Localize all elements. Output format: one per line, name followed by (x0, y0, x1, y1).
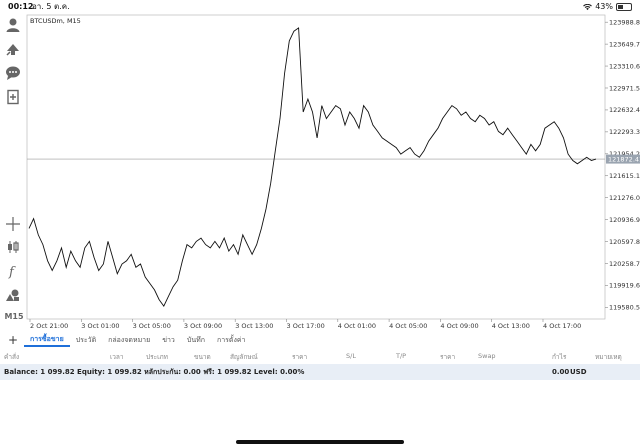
y-tick-label: 120936.90 (609, 216, 640, 224)
y-tick-label: 122293.30 (609, 128, 640, 136)
x-tick-label: 3 Oct 17:00 (287, 322, 325, 330)
balance-row[interactable]: Balance: 1 099.82 Equity: 1 099.82 หลักป… (0, 364, 640, 380)
x-tick-label: 3 Oct 09:00 (184, 322, 222, 330)
x-tick-label: 2 Oct 21:00 (30, 322, 68, 330)
price-series-line (28, 27, 597, 307)
x-tick-label: 3 Oct 13:00 (235, 322, 273, 330)
status-right: 43% (583, 0, 632, 14)
col-type: ประเภท (146, 353, 168, 361)
y-tick-label: 120597.80 (609, 238, 640, 246)
balance-summary: Balance: 1 099.82 Equity: 1 099.82 หลักป… (4, 368, 305, 376)
x-tick-label: 3 Oct 05:00 (133, 322, 171, 330)
current-price-tag (606, 154, 640, 164)
wifi-icon (583, 3, 593, 10)
tab-news[interactable]: ข่าว (162, 336, 175, 344)
battery-percent: 43% (595, 2, 613, 11)
y-tick-label: 121276.00 (609, 194, 640, 202)
x-tick-label: 4 Oct 01:00 (338, 322, 376, 330)
status-date: อา. 5 ต.ค. (32, 2, 70, 11)
tab-mailbox[interactable]: กล่องจดหมาย (108, 336, 151, 344)
y-tick-label: 121615.10 (609, 172, 640, 180)
candlestick-icon[interactable] (2, 236, 24, 258)
col-sl: S/L (346, 352, 356, 360)
col-comment: หมายเหตุ (595, 353, 622, 361)
left-toolbar: f M15 (0, 14, 26, 324)
col-volume: ขนาด (194, 353, 211, 361)
y-tick-label: 119580.50 (609, 304, 640, 312)
x-tick-label: 4 Oct 05:00 (389, 322, 427, 330)
crosshair-icon[interactable] (2, 213, 24, 235)
current-price-label: 121872.41 (608, 155, 640, 163)
timeframe-button[interactable]: M15 (4, 312, 24, 321)
currency-label: USD (570, 368, 587, 376)
tab-journal[interactable]: บันทึก (186, 336, 205, 344)
y-tick-label: 123649.70 (609, 40, 640, 48)
function-icon[interactable]: f (2, 260, 24, 282)
total-profit: 0.00 (552, 368, 570, 376)
tab-settings[interactable]: การตั้งค่า (216, 336, 246, 344)
col-time: เวลา (110, 353, 124, 361)
chart-plot-area (26, 14, 606, 320)
price-chart[interactable]: BTCUSDm, M15 123988.80 123649.70 123310.60… (26, 14, 640, 333)
y-tick-label: 122632.40 (609, 106, 640, 114)
add-tab-button[interactable]: + (7, 333, 19, 347)
status-bar: 00:12 อา. 5 ต.ค. 43% (0, 0, 640, 14)
orders-table-header: คำสั่ง เวลา ประเภท ขนาด สัญลักษณ์ ราคา S… (0, 350, 640, 362)
x-tick-label: 4 Oct 09:00 (440, 322, 478, 330)
col-tp: T/P (396, 352, 407, 360)
home-indicator[interactable] (236, 440, 404, 444)
y-axis: 123988.80 123649.70 123310.60 122971.50 1226… (605, 18, 640, 312)
y-tick-label: 120258.70 (609, 260, 640, 268)
x-tick-label: 4 Oct 17:00 (543, 322, 581, 330)
col-price: ราคา (292, 353, 308, 361)
x-tick-label: 4 Oct 13:00 (492, 322, 530, 330)
chart-svg[interactable]: BTCUSDm, M15 123988.80 123649.70 123310.60… (26, 14, 640, 333)
y-tick-label: 121954.20 (609, 150, 640, 158)
status-time: 00:12 (8, 2, 34, 11)
chat-icon[interactable] (2, 62, 24, 84)
y-tick-label: 123310.60 (609, 62, 640, 70)
col-price-current: ราคา (440, 353, 456, 361)
tab-history[interactable]: ประวัติ (75, 336, 97, 344)
y-tick-label: 119919.60 (609, 282, 640, 290)
signal-icon[interactable] (2, 38, 24, 60)
y-tick-label: 123988.80 (609, 18, 640, 26)
shapes-icon[interactable] (2, 284, 24, 306)
battery-icon (616, 3, 632, 11)
x-tick-label: 3 Oct 01:00 (81, 322, 119, 330)
account-icon[interactable] (2, 14, 24, 36)
col-symbol: สัญลักษณ์ (230, 353, 258, 361)
y-tick-label: 122971.50 (609, 84, 640, 92)
col-order: คำสั่ง (4, 353, 20, 361)
svg-text:f: f (8, 265, 16, 279)
tab-trade[interactable]: การซื้อขาย (24, 333, 70, 347)
col-swap: Swap (478, 352, 496, 360)
x-axis: 2 Oct 21:00 3 Oct 01:00 3 Oct 05:00 3 Oct 0… (29, 319, 581, 330)
add-document-icon[interactable] (2, 86, 24, 108)
bottom-tabs: + การซื้อขาย ประวัติ กล่องจดหมาย ข่าว บั… (0, 333, 640, 347)
col-profit: กำไร (552, 353, 567, 361)
chart-title: BTCUSDm, M15 (30, 17, 81, 25)
